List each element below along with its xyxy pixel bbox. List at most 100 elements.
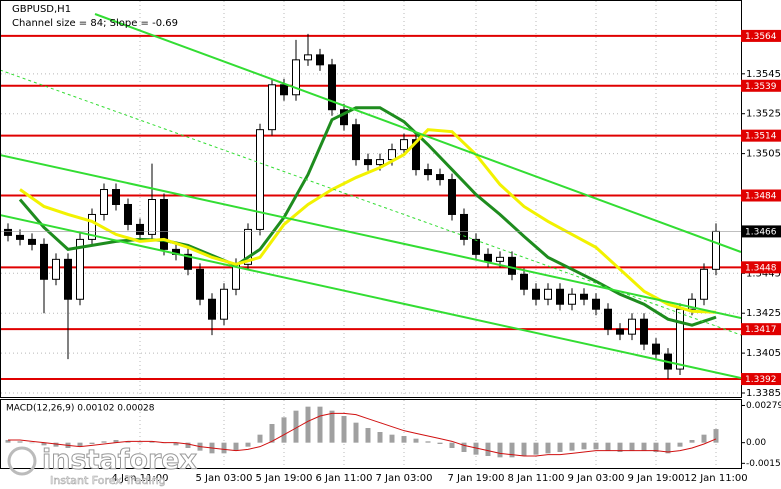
x-tick-label: 7 Jan 19:00 [448, 473, 505, 484]
candle-body [448, 179, 456, 215]
x-tick-label: 8 Jan 11:00 [508, 473, 565, 484]
macd-bar [677, 442, 683, 447]
candle-body [280, 84, 288, 96]
chart-subtitle: Channel size = 84; Slope = -0.69 [12, 18, 178, 29]
macd-bar [641, 442, 647, 451]
candle-body [328, 64, 336, 111]
macd-plot [5, 400, 719, 468]
level-label: 1.3514 [745, 132, 777, 142]
y-tick-label: 1.3425 [746, 308, 781, 319]
macd-bar [617, 442, 623, 452]
candle-body [148, 198, 156, 235]
candle-body [244, 228, 252, 265]
level-label-box [741, 189, 781, 202]
logo: instaforex Instant Forex Trading [7, 444, 198, 487]
main-plot [1, 1, 741, 397]
y-tick-label: 0.00279 [746, 401, 781, 411]
y-tick-label: 1.3405 [746, 348, 781, 359]
level-label: 1.3484 [745, 192, 777, 202]
macd-bar [149, 441, 155, 443]
candle-body [700, 268, 708, 300]
macd-bar [413, 438, 419, 443]
candle-body [472, 238, 480, 255]
macd-bar [269, 424, 275, 443]
macd-bar [425, 441, 431, 443]
macd-bar [113, 440, 119, 443]
macd-bar [125, 441, 131, 443]
channel-lines [1, 13, 741, 379]
macd-bar [353, 422, 359, 443]
main-panel [0, 0, 742, 398]
candle-body [688, 298, 696, 310]
macd-bar [17, 441, 23, 443]
x-tick-label: 5 Jan 19:00 [256, 473, 313, 484]
y-tick-label: 0.00 [746, 438, 766, 448]
candle-body [400, 139, 408, 151]
logo-name: instaforex [42, 445, 197, 476]
candle-body [196, 268, 204, 300]
macd-panel [0, 399, 742, 469]
macd-bar [521, 442, 527, 456]
macd-bar [401, 436, 407, 443]
macd-bar [245, 442, 251, 447]
candle-body [256, 129, 264, 230]
macd-bar [233, 442, 239, 451]
candle-body [52, 258, 60, 280]
macd-bar [53, 442, 59, 447]
macd-bar [461, 442, 467, 452]
macd-bar [137, 442, 143, 444]
macd-bar [257, 434, 263, 443]
moving-average [19, 128, 717, 314]
macd-bar [689, 440, 695, 443]
candle-body [112, 189, 120, 205]
candle-body [412, 139, 420, 171]
macd-bar [485, 442, 491, 456]
macd-bar [557, 442, 563, 452]
macd-signal [8, 412, 717, 457]
candle-body [184, 253, 192, 270]
candle-body [76, 238, 84, 300]
macd-bar [29, 442, 35, 444]
macd-bar [329, 410, 335, 443]
level-label: 1.3539 [745, 82, 777, 92]
macd-bar [365, 428, 371, 443]
candle-body [424, 169, 432, 176]
candle-body [268, 84, 276, 131]
level-label-box [741, 129, 781, 142]
candle-body [508, 256, 516, 275]
x-tick-label: 9 Jan 19:00 [628, 473, 685, 484]
macd-bar [173, 442, 179, 446]
candle-body [616, 328, 624, 335]
last-price-label: 1.3466 [745, 227, 777, 237]
macd-bar [281, 417, 287, 443]
y-tick-label: 1.3385 [746, 388, 781, 399]
x-tick-label: 6 Jan 11:00 [316, 473, 373, 484]
candle-body [292, 59, 300, 96]
macd-bar [221, 442, 227, 454]
y-tick-label: 1.3525 [746, 109, 781, 120]
macd-bar [713, 429, 719, 443]
candle-body [64, 258, 72, 300]
macd-bar [5, 440, 11, 443]
candle-body [592, 298, 600, 310]
macd-bar [665, 442, 671, 454]
candle-body [676, 308, 684, 370]
macd-bar [497, 442, 503, 458]
macd-bar [545, 442, 551, 454]
level-label: 1.3448 [745, 263, 777, 273]
candle-body [460, 213, 468, 240]
macd-bar [305, 406, 311, 443]
macd-bar [341, 416, 347, 443]
candle-body [436, 174, 444, 181]
macd-bar [701, 434, 707, 443]
candle-body [604, 308, 612, 330]
level-label: 1.3392 [745, 375, 777, 385]
level-label-box [741, 373, 781, 386]
candle-body [376, 159, 384, 166]
candle-body [100, 189, 108, 215]
candle-body [652, 343, 660, 355]
macd-bar [377, 432, 383, 443]
x-tick-label: 12 Jan 11:00 [684, 473, 747, 484]
level-label-box [741, 261, 781, 274]
